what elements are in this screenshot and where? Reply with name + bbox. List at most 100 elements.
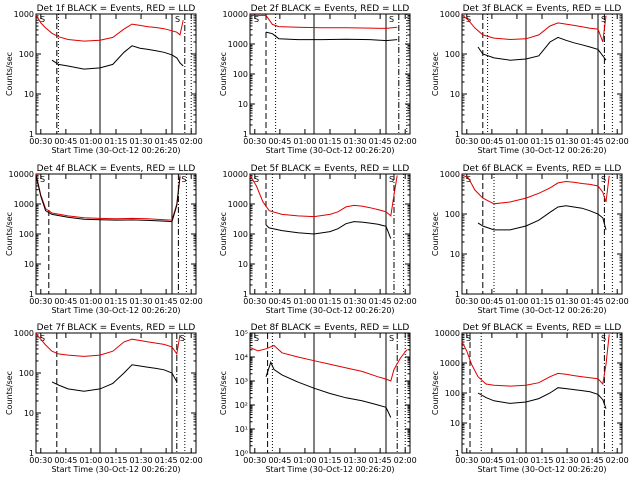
series-line (249, 344, 408, 382)
x-tick-label: 02:00 (394, 456, 417, 465)
x-tick-label: 00:30 (243, 297, 266, 306)
x-tick-label: 01:30 (556, 137, 579, 146)
x-tick-label: 01:15 (530, 137, 553, 146)
series-line (477, 387, 607, 409)
x-tick-label: 01:15 (104, 137, 127, 146)
x-tick-label: 01:30 (556, 297, 579, 306)
x-tick-label: 01:30 (344, 137, 367, 146)
x-tick-label: 01:15 (530, 456, 553, 465)
x-tick-label: 01:00 (79, 137, 102, 146)
series-line (35, 333, 181, 357)
corner-label: S (40, 175, 45, 184)
x-tick-label: 00:30 (29, 297, 52, 306)
y-tick-label: 10 (450, 419, 460, 428)
corner-label: S (175, 15, 180, 24)
y-axis-label: Counts/sec (431, 371, 440, 415)
y-tick-label: 10 (450, 250, 460, 259)
x-axis-label: Start Time (30-Oct-12 00:26:20) (477, 306, 606, 315)
y-tick-label: 100 (445, 389, 460, 398)
x-tick-label: 02:00 (606, 137, 629, 146)
series-line (477, 36, 607, 61)
x-axis-label: Start Time (30-Oct-12 00:26:20) (265, 146, 394, 155)
corner-label: S (40, 334, 45, 343)
y-tick-label: 10 (24, 409, 34, 418)
y-tick-label: 10² (235, 401, 248, 410)
x-tick-label: 01:00 (79, 297, 102, 306)
y-tick-label: 1000 (14, 200, 34, 209)
x-tick-label: 01:30 (344, 297, 367, 306)
x-tick-label: 01:30 (130, 137, 153, 146)
corner-label: S (389, 175, 394, 184)
x-tick-label: 00:30 (29, 456, 52, 465)
series-line (35, 175, 181, 223)
detector-panel: Det 7f BLACK = Events, RED = LLD 1 10 100 10… (5, 323, 203, 474)
x-tick-label: 00:45 (54, 297, 77, 306)
y-tick-label: 10¹ (235, 425, 248, 434)
x-tick-label: 00:30 (455, 297, 478, 306)
series-line (461, 334, 610, 387)
corner-label: S (389, 15, 394, 24)
detector-panel: Det 1f BLACK = Events, RED = LLD 1 10 100 10… (5, 4, 203, 155)
corner-label: S (180, 334, 185, 343)
y-tick-label: 1 (243, 130, 248, 139)
y-tick-label: 1 (29, 290, 34, 299)
y-tick-label: 10000 (223, 170, 248, 179)
x-tick-label: 00:45 (480, 137, 503, 146)
y-axis-label: Counts/sec (5, 371, 14, 415)
x-tick-label: 01:00 (505, 297, 528, 306)
x-tick-label: 00:30 (29, 137, 52, 146)
y-tick-label: 10 (24, 260, 34, 269)
panel-title: Det 3f BLACK = Events, RED = LLD (463, 4, 622, 14)
panel-title: Det 1f BLACK = Events, RED = LLD (37, 4, 196, 14)
x-tick-label: 00:45 (480, 456, 503, 465)
x-tick-label: 01:30 (556, 456, 579, 465)
x-tick-label: 01:00 (293, 297, 316, 306)
x-tick-label: 02:00 (394, 137, 417, 146)
x-axis-label: Start Time (30-Oct-12 00:26:20) (477, 465, 606, 474)
x-tick-label: 00:45 (54, 137, 77, 146)
y-tick-label: 10 (238, 100, 248, 109)
x-tick-label: 01:15 (104, 297, 127, 306)
y-axis-label: Counts/sec (431, 52, 440, 96)
x-tick-label: 01:15 (318, 297, 341, 306)
x-tick-label: 01:30 (130, 456, 153, 465)
x-tick-label: 00:45 (268, 456, 291, 465)
y-tick-label: 1 (455, 449, 460, 458)
y-tick-label: 1 (243, 290, 248, 299)
corner-label: S (254, 175, 259, 184)
x-tick-label: 01:45 (155, 456, 178, 465)
y-axis-label: Counts/sec (5, 52, 14, 96)
y-axis-label: Counts/sec (431, 212, 440, 256)
x-tick-label: 01:45 (581, 137, 604, 146)
series-line (35, 173, 181, 221)
x-tick-label: 01:45 (581, 456, 604, 465)
x-tick-label: 00:30 (243, 456, 266, 465)
panel-title: Det 5f BLACK = Events, RED = LLD (251, 164, 410, 174)
x-tick-label: 01:30 (344, 456, 367, 465)
x-tick-label: 01:15 (104, 456, 127, 465)
series-line (250, 14, 398, 29)
y-tick-label: 100 (233, 70, 248, 79)
x-tick-label: 00:30 (243, 137, 266, 146)
corner-label: S (466, 15, 471, 24)
y-tick-label: 10 (238, 260, 248, 269)
x-tick-label: 01:45 (369, 456, 392, 465)
x-tick-label: 00:30 (455, 137, 478, 146)
y-tick-label: 1000 (14, 10, 34, 19)
detector-panel: Det 6f BLACK = Events, RED = LLD 1 10 100 10… (431, 164, 629, 315)
series-line (51, 364, 178, 392)
y-tick-label: 100 (19, 369, 34, 378)
x-tick-label: 01:45 (155, 297, 178, 306)
x-tick-label: 01:15 (318, 137, 341, 146)
y-axis-label: Counts/sec (219, 371, 228, 415)
y-tick-label: 10⁰ (235, 449, 248, 458)
detector-panel: Det 5f BLACK = Events, RED = LLD 1 10 100 10… (219, 164, 417, 315)
corner-label: S (601, 334, 606, 343)
x-tick-label: 01:00 (293, 137, 316, 146)
x-tick-label: 01:00 (293, 456, 316, 465)
x-tick-label: 01:45 (581, 297, 604, 306)
y-tick-label: 1000 (228, 200, 248, 209)
corner-label: S (254, 15, 259, 24)
y-tick-label: 1000 (440, 10, 460, 19)
